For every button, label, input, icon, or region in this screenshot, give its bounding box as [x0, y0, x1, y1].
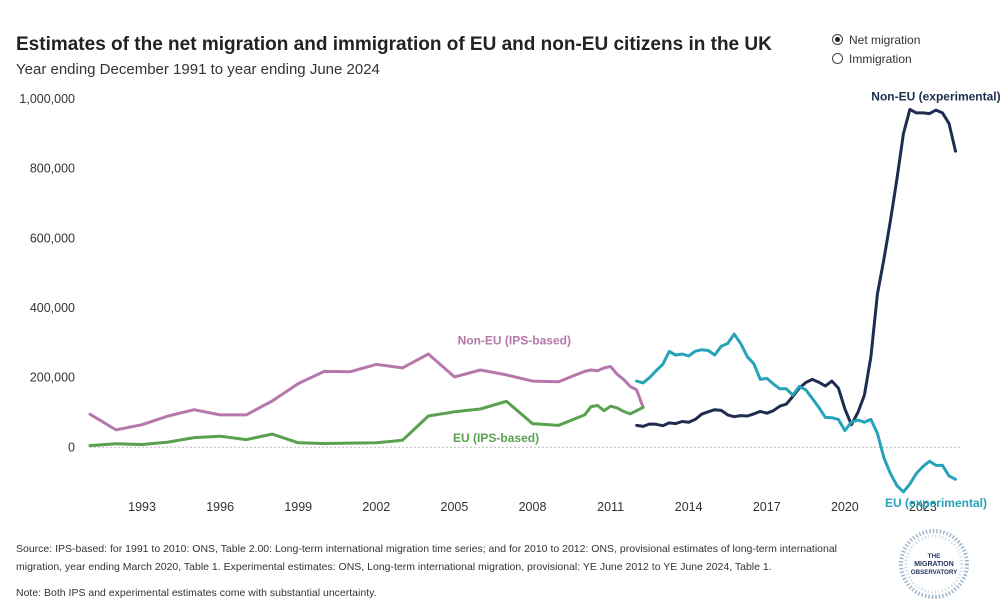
measure-toggle: Net migration Immigration: [832, 30, 920, 68]
series-annotation: EU (IPS-based): [453, 431, 539, 445]
chart-subtitle: Year ending December 1991 to year ending…: [16, 61, 380, 78]
radio-net-migration-label: Net migration: [849, 32, 921, 47]
y-tick-label: 800,000: [30, 162, 75, 176]
x-tick-label: 1993: [128, 500, 156, 514]
line-chart: 0 200,000 400,000 600,000 800,000 1,000,000 19…: [19, 90, 1000, 514]
series-annotation: Non-EU (IPS-based): [458, 334, 571, 348]
x-tick-label: 2014: [675, 500, 703, 514]
y-tick-label: 0: [68, 440, 75, 454]
series-line-non-eu-experimental: [635, 107, 957, 428]
migration-observatory-logo: THE MIGRATION OBSERVATORY: [899, 529, 969, 599]
chart-title: Estimates of the net migration and immig…: [16, 34, 772, 55]
x-tick-label: 2011: [597, 500, 624, 514]
y-tick-label: 600,000: [30, 231, 75, 245]
source-note: Source: IPS-based: for 1991 to 2010: ONS…: [16, 543, 838, 573]
x-tick-label: 2002: [362, 500, 390, 514]
series-line-eu-ips-based: [88, 399, 645, 448]
series-line-eu-experimental: [635, 332, 957, 494]
y-tick-label: 1,000,000: [19, 92, 75, 106]
svg-text:MIGRATION: MIGRATION: [914, 561, 954, 568]
radio-immigration-label: Immigration: [849, 51, 912, 66]
uncertainty-note: Note: Both IPS and experimental estimate…: [16, 587, 377, 599]
series-annotation: Non-EU (experimental): [871, 90, 1000, 104]
x-tick-label: 2008: [519, 500, 547, 514]
x-tick-label: 1996: [206, 500, 234, 514]
series-line-non-eu-ips-based: [88, 352, 645, 432]
radio-checked-icon: [832, 34, 843, 45]
y-tick-label: 400,000: [30, 301, 75, 315]
x-tick-label: 2023: [909, 500, 937, 514]
x-tick-label: 1999: [284, 500, 312, 514]
svg-text:THE: THE: [928, 553, 942, 560]
radio-unchecked-icon: [832, 53, 843, 64]
x-tick-label: 2005: [441, 500, 469, 514]
radio-immigration[interactable]: Immigration: [832, 49, 920, 68]
y-tick-label: 200,000: [30, 371, 75, 385]
radio-net-migration[interactable]: Net migration: [832, 30, 920, 49]
x-tick-label: 2017: [753, 500, 781, 514]
series-annotation: EU (experimental): [885, 496, 987, 510]
svg-text:OBSERVATORY: OBSERVATORY: [911, 569, 958, 576]
x-tick-label: 2020: [831, 500, 859, 514]
